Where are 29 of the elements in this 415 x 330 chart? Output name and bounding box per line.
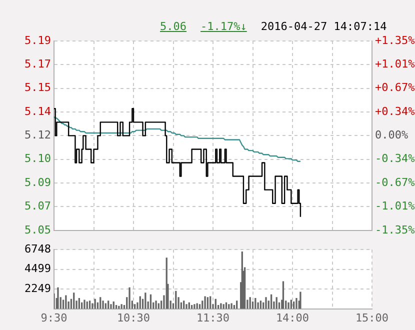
- y2-tick-label: +0.67%: [375, 81, 415, 94]
- y-tick-label: 5.19: [24, 34, 51, 47]
- y-tick-label: 4499: [24, 262, 51, 276]
- y-tick-label: 6748: [24, 242, 51, 256]
- text: -1.17%↓: [200, 20, 247, 33]
- y-tick-label: 5.09: [24, 176, 51, 189]
- text: 2016-04-27 14:07:14: [260, 20, 387, 33]
- y-tick-label: 5.07: [24, 200, 51, 213]
- y2-tick-label: -0.67%: [375, 176, 415, 189]
- y-tick-label: 5.15: [24, 81, 51, 94]
- y2-tick-label: +1.01%: [375, 58, 415, 71]
- y2-tick-label: -0.34%: [375, 152, 415, 166]
- y-tick-label: 5.05: [24, 223, 51, 236]
- y2-tick-label: -1.35%: [375, 223, 415, 236]
- y-tick-label: 5.10: [24, 152, 51, 166]
- text: 5.06: [160, 20, 186, 33]
- y2-tick-label: 0.00%: [375, 128, 408, 142]
- y-tick-label: 5.14: [24, 104, 52, 118]
- x-tick-label: 10:30: [116, 311, 150, 324]
- x-tick-label: 11:30: [196, 311, 230, 324]
- y2-tick-label: +0.34%: [375, 104, 415, 118]
- x-tick-label: 14:00: [276, 311, 310, 324]
- y-tick-label: 5.12: [24, 128, 51, 142]
- x-tick-label: 9:30: [40, 311, 68, 324]
- y-tick-label: 5.17: [24, 58, 51, 71]
- y-tick-label: 2249: [24, 282, 51, 295]
- y2-tick-label: -1.01%: [375, 200, 415, 213]
- x-tick-label: 15:00: [355, 311, 389, 324]
- y2-tick-label: +1.35%: [375, 34, 415, 47]
